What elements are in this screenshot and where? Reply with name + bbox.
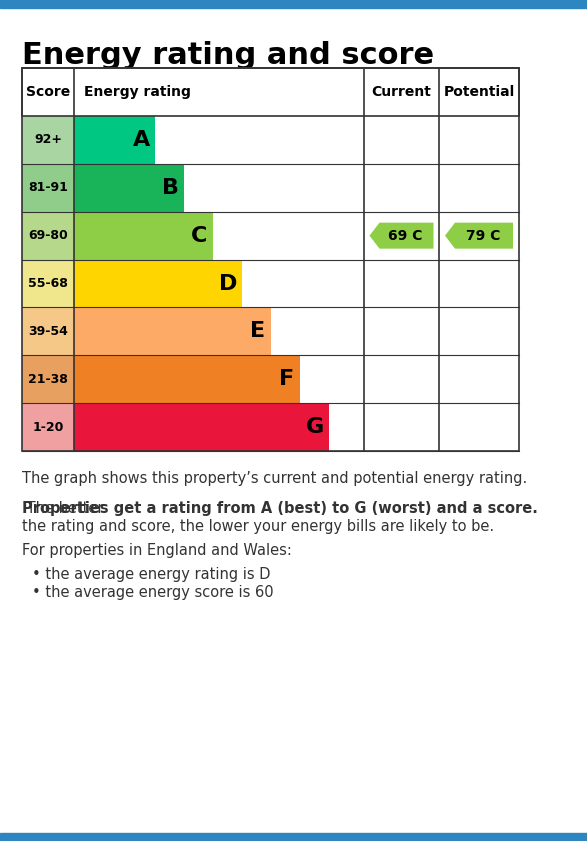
Polygon shape — [369, 223, 434, 249]
Bar — [0, 833, 587, 841]
Text: • the average energy rating is D: • the average energy rating is D — [32, 567, 271, 582]
Text: For properties in England and Wales:: For properties in England and Wales: — [22, 543, 292, 558]
Bar — [22, 403, 74, 451]
Text: 79 C: 79 C — [466, 229, 500, 243]
Text: See how to improve this property’s energy efficiency.: See how to improve this property’s energ… — [22, 96, 413, 111]
Text: Potential: Potential — [443, 85, 515, 99]
Text: G: G — [306, 417, 325, 437]
Text: The better: The better — [22, 501, 103, 516]
Bar — [0, 0, 587, 8]
Text: Energy rating and score: Energy rating and score — [22, 41, 434, 70]
Text: F: F — [279, 369, 294, 389]
Text: Properties get a rating from A (best) to G (worst) and a score.: Properties get a rating from A (best) to… — [22, 501, 538, 516]
Text: This property’s energy rating is C. It has the potential to be C.: This property’s energy rating is C. It h… — [22, 71, 478, 86]
Polygon shape — [445, 223, 513, 249]
Text: Energy rating: Energy rating — [84, 85, 191, 99]
Text: A: A — [133, 130, 150, 150]
Bar — [22, 164, 74, 212]
Bar — [22, 355, 74, 403]
Text: 69-80: 69-80 — [28, 229, 68, 242]
Text: • the average energy score is 60: • the average energy score is 60 — [32, 585, 274, 600]
Bar — [22, 212, 74, 260]
Text: B: B — [161, 177, 178, 198]
Bar — [74, 164, 184, 212]
Text: the rating and score, the lower your energy bills are likely to be.: the rating and score, the lower your ene… — [22, 519, 494, 534]
Text: Current: Current — [372, 85, 431, 99]
Text: 92+: 92+ — [34, 134, 62, 146]
Bar — [74, 212, 213, 260]
Bar — [74, 308, 271, 355]
Text: 1-20: 1-20 — [32, 420, 63, 434]
Text: 81-91: 81-91 — [28, 182, 68, 194]
Bar — [74, 260, 242, 308]
Bar — [22, 68, 519, 116]
Text: 39-54: 39-54 — [28, 325, 68, 338]
Bar — [74, 116, 155, 164]
Text: 21-38: 21-38 — [28, 373, 68, 386]
Text: 69 C: 69 C — [389, 229, 423, 243]
Text: 55-68: 55-68 — [28, 277, 68, 290]
Bar — [22, 260, 74, 308]
Text: D: D — [219, 273, 237, 294]
Bar — [74, 355, 300, 403]
Bar — [22, 68, 519, 451]
Text: The graph shows this property’s current and potential energy rating.: The graph shows this property’s current … — [22, 471, 527, 486]
Bar — [22, 116, 74, 164]
Text: C: C — [191, 225, 207, 246]
Bar — [22, 308, 74, 355]
Text: E: E — [249, 321, 265, 341]
Text: Score: Score — [26, 85, 70, 99]
Bar — [74, 403, 329, 451]
